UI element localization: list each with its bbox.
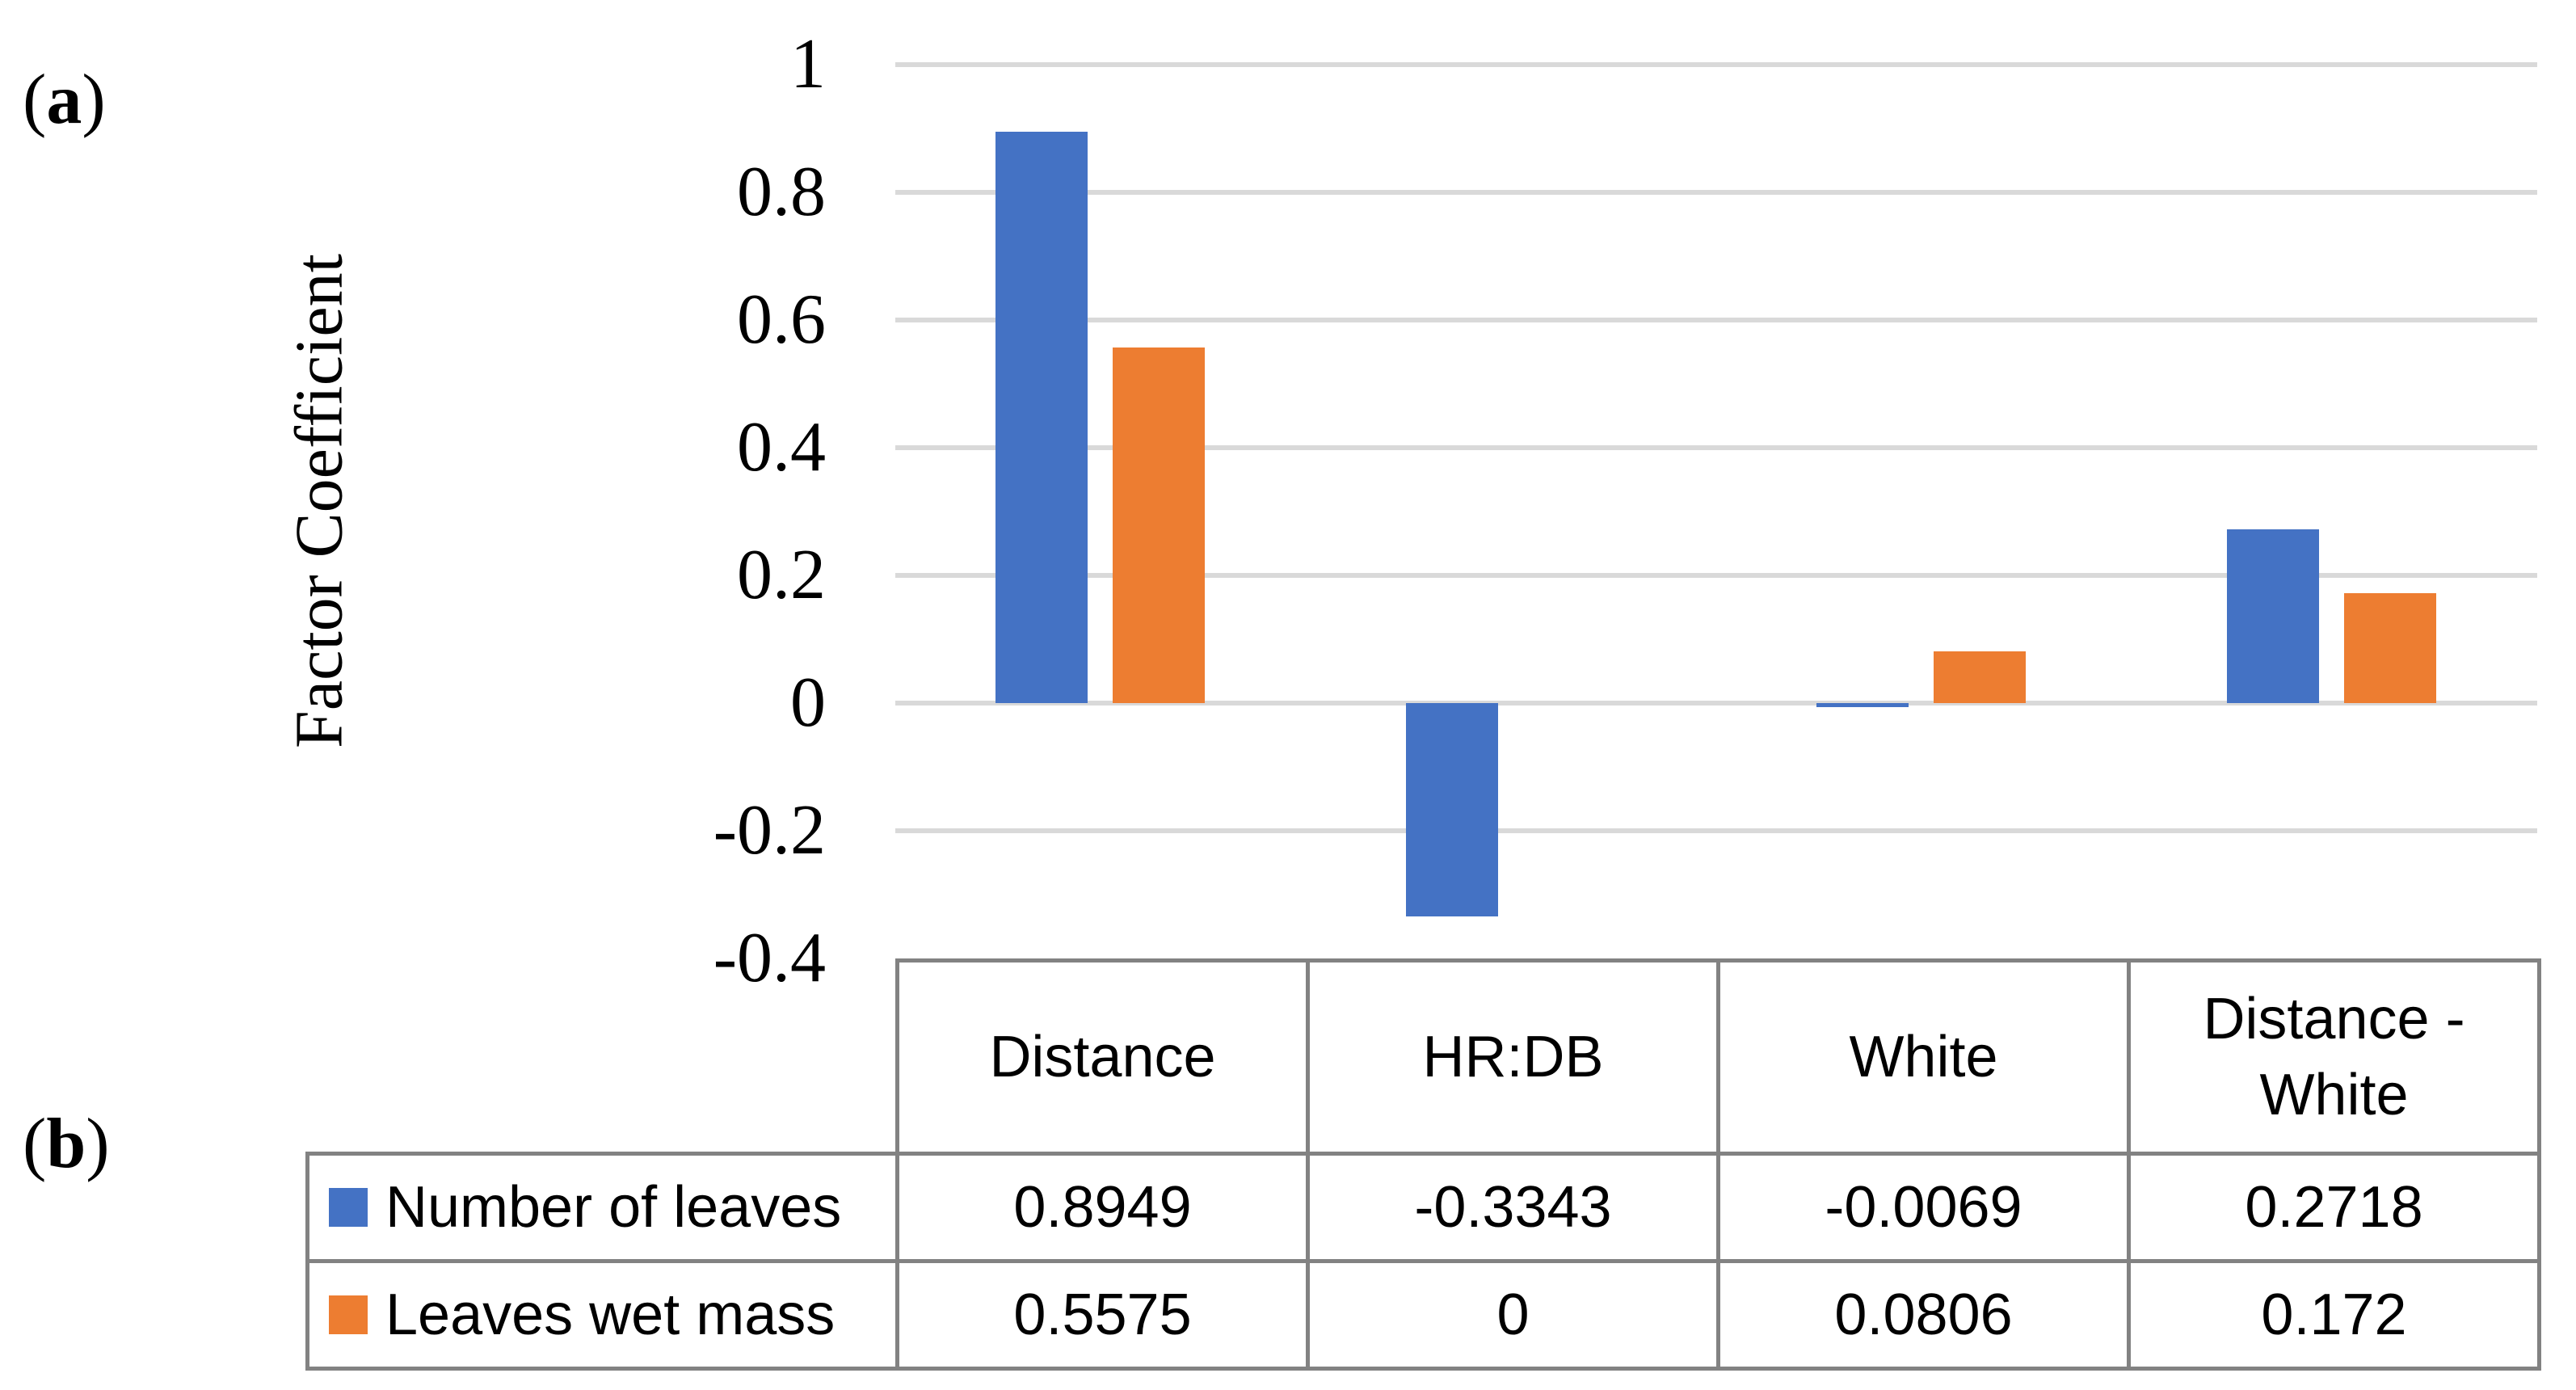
legend-color-swatch-leaves-wet-mass — [329, 1295, 368, 1334]
table-header-cell-distance-white: Distance - White — [2127, 958, 2541, 1156]
panel-b-open-paren: ( — [23, 1105, 47, 1183]
legend-color-swatch-number-of-leaves — [329, 1188, 368, 1227]
legend-series-label: Number of leaves — [385, 1175, 842, 1240]
panel-label-b: (b) — [23, 1109, 110, 1180]
table-row-number-of-leaves: Number of leaves 0.8949 -0.3343 -0.0069 0.27… — [305, 1152, 2541, 1263]
table-header-cell-distance: Distance — [895, 958, 1310, 1156]
gridline-0 — [895, 701, 2537, 706]
legend-cell-number-of-leaves: Number of leaves — [305, 1152, 899, 1263]
table-value-cell-number-of-leaves-white: -0.0069 — [1716, 1152, 2131, 1263]
y-tick-label: -0.4 — [713, 919, 826, 997]
panel-a-close-paren: ) — [82, 61, 106, 139]
gridline-1 — [895, 62, 2537, 67]
table-value-cell-number-of-leaves-distance: 0.8949 — [895, 1152, 1310, 1263]
bar-leaves-wet-mass-distance-white — [2344, 593, 2436, 703]
panel-label-a: (a) — [23, 65, 106, 136]
y-tick-label: 0.4 — [737, 408, 826, 486]
table-row-leaves-wet-mass: Leaves wet mass 0.5575 0 0.0806 0.172 — [305, 1259, 2541, 1371]
bar-number-of-leaves-distance-white — [2227, 529, 2319, 703]
bar-number-of-leaves-hr-db — [1406, 703, 1498, 916]
y-tick-label: 0.6 — [737, 280, 826, 359]
table-value-cell-leaves-wet-mass-white: 0.0806 — [1716, 1259, 2131, 1371]
gridline-0.8 — [895, 190, 2537, 195]
bar-number-of-leaves-white — [1816, 703, 1909, 707]
panel-a-open-paren: ( — [23, 61, 47, 139]
table-value-cell-leaves-wet-mass-hr-db: 0 — [1306, 1259, 1720, 1371]
table-value-cell-leaves-wet-mass-distance-white: 0.172 — [2127, 1259, 2541, 1371]
legend-series-label: Leaves wet mass — [385, 1283, 836, 1347]
bar-leaves-wet-mass-distance — [1113, 348, 1205, 703]
y-tick-label: 0 — [790, 663, 826, 742]
bar-number-of-leaves-distance — [995, 132, 1088, 703]
table-value-cell-number-of-leaves-distance-white: 0.2718 — [2127, 1152, 2541, 1263]
gridline-0.2 — [895, 573, 2537, 578]
y-axis-title: Factor Coefficient — [281, 254, 357, 748]
gridline--0.2 — [895, 828, 2537, 833]
y-tick-label: 1 — [790, 25, 826, 103]
y-tick-label: -0.2 — [713, 791, 826, 870]
table-header-cell-white: White — [1716, 958, 2131, 1156]
table-value-cell-leaves-wet-mass-distance: 0.5575 — [895, 1259, 1310, 1371]
panel-b-close-paren: ) — [86, 1105, 110, 1183]
panel-b-letter: b — [46, 1105, 86, 1183]
panel-a-letter: a — [46, 61, 82, 139]
gridline-0.4 — [895, 445, 2537, 450]
gridline-0.6 — [895, 318, 2537, 322]
y-tick-label: 0.2 — [737, 536, 826, 614]
table-header-cell-hr-db: HR:DB — [1306, 958, 1720, 1156]
y-tick-label: 0.8 — [737, 153, 826, 231]
legend-cell-leaves-wet-mass: Leaves wet mass — [305, 1259, 899, 1371]
table-value-cell-number-of-leaves-hr-db: -0.3343 — [1306, 1152, 1720, 1263]
bar-leaves-wet-mass-white — [1934, 651, 2026, 703]
data-table: Distance HR:DB White Distance - White Number… — [305, 958, 2541, 1371]
